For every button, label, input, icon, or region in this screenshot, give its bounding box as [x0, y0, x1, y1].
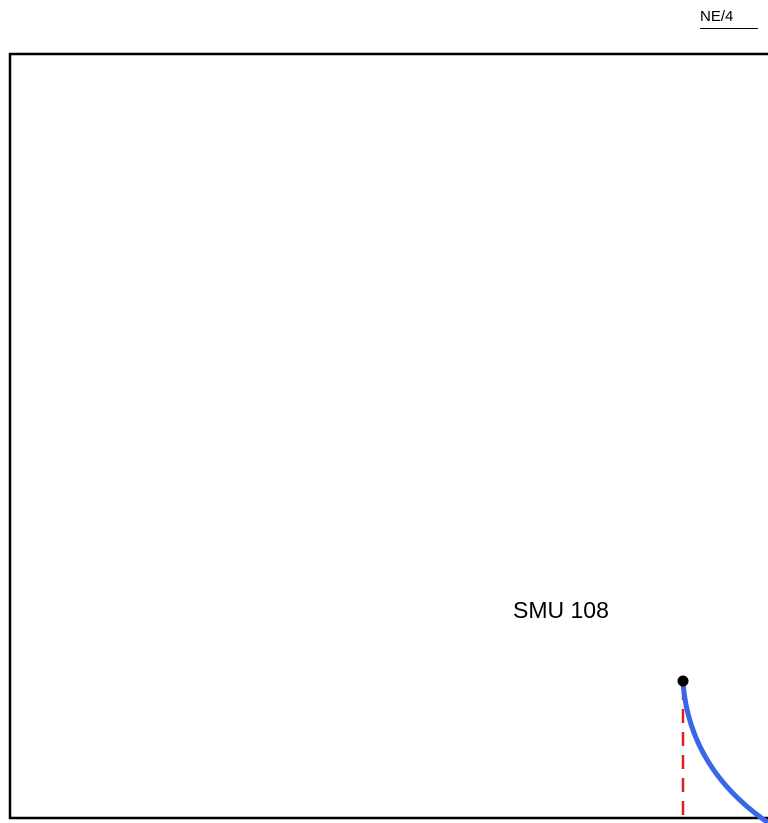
node-point[interactable] [677, 675, 689, 687]
route-curve [680, 680, 768, 823]
sheet-reference: NE/4 [700, 8, 758, 29]
node-label: SMU 108 [513, 597, 609, 623]
map-frame-border [8, 52, 768, 820]
